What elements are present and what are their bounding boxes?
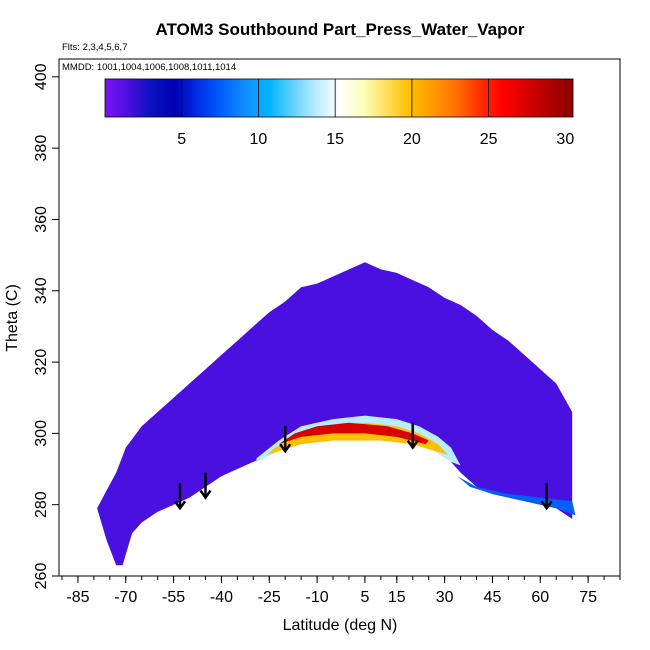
x-tick-label: 75 [579,589,597,606]
y-tick-label: 360 [33,206,50,233]
x-tick-label: -25 [258,589,281,606]
dates-subtitle: MMDD: 1001,1004,1006,1008,1011,1014 [62,62,236,73]
heatmap-domain [97,262,573,566]
x-tick-label: 5 [360,589,369,606]
x-tick-label: 60 [531,589,549,606]
y-tick-label: 260 [33,563,50,590]
y-tick-label: 320 [33,349,50,376]
x-tick-label: 30 [436,589,454,606]
y-axis: 260 280 300 320 340 360 380 400 [33,63,59,589]
x-tick-label: -85 [66,589,89,606]
y-axis-title: Theta (C) [4,284,21,352]
flights-subtitle: Flts: 2,3,4,5,6,7 [62,42,127,53]
colorbar-tick-label: 5 [177,131,186,148]
main-moist-band-outer [256,415,461,466]
main-moist-band-core [278,422,429,445]
arrow-head [406,439,419,450]
chart-title: ATOM3 Southbound Part_Press_Water_Vapor [155,20,524,39]
x-axis: -85 -70 -55 -40 -25 -10 5 15 30 45 60 75 [61,576,621,606]
arrow-head [279,443,292,454]
colorbar-ticks: 5 10 15 20 25 30 [177,79,574,148]
plot-frame [58,58,621,577]
arrow-head [199,489,212,500]
colorbar-tick-label: 20 [403,131,421,148]
colorbar-tick-label: 30 [556,131,574,148]
arrow-head [540,500,553,511]
colorbar [104,78,574,118]
x-axis-title: Latitude (deg N) [283,617,398,634]
y-tick-label: 400 [33,63,50,90]
arrow-layer [173,422,553,511]
arrow-head [173,500,186,511]
x-tick-label: -70 [114,589,137,606]
y-tick-label: 380 [33,135,50,162]
y-tick-label: 300 [33,420,50,447]
y-tick-label: 340 [33,277,50,304]
x-tick-label: -10 [306,589,329,606]
x-tick-label: -55 [162,589,185,606]
colorbar-tick-label: 25 [480,131,498,148]
x-tick-label: 15 [388,589,406,606]
x-tick-label: 45 [484,589,502,606]
colorbar-tick-label: 15 [326,131,344,148]
heatmap-layer [97,262,576,566]
x-tick-label: -40 [210,589,233,606]
y-tick-label: 280 [33,491,50,518]
colorbar-tick-label: 10 [250,131,268,148]
